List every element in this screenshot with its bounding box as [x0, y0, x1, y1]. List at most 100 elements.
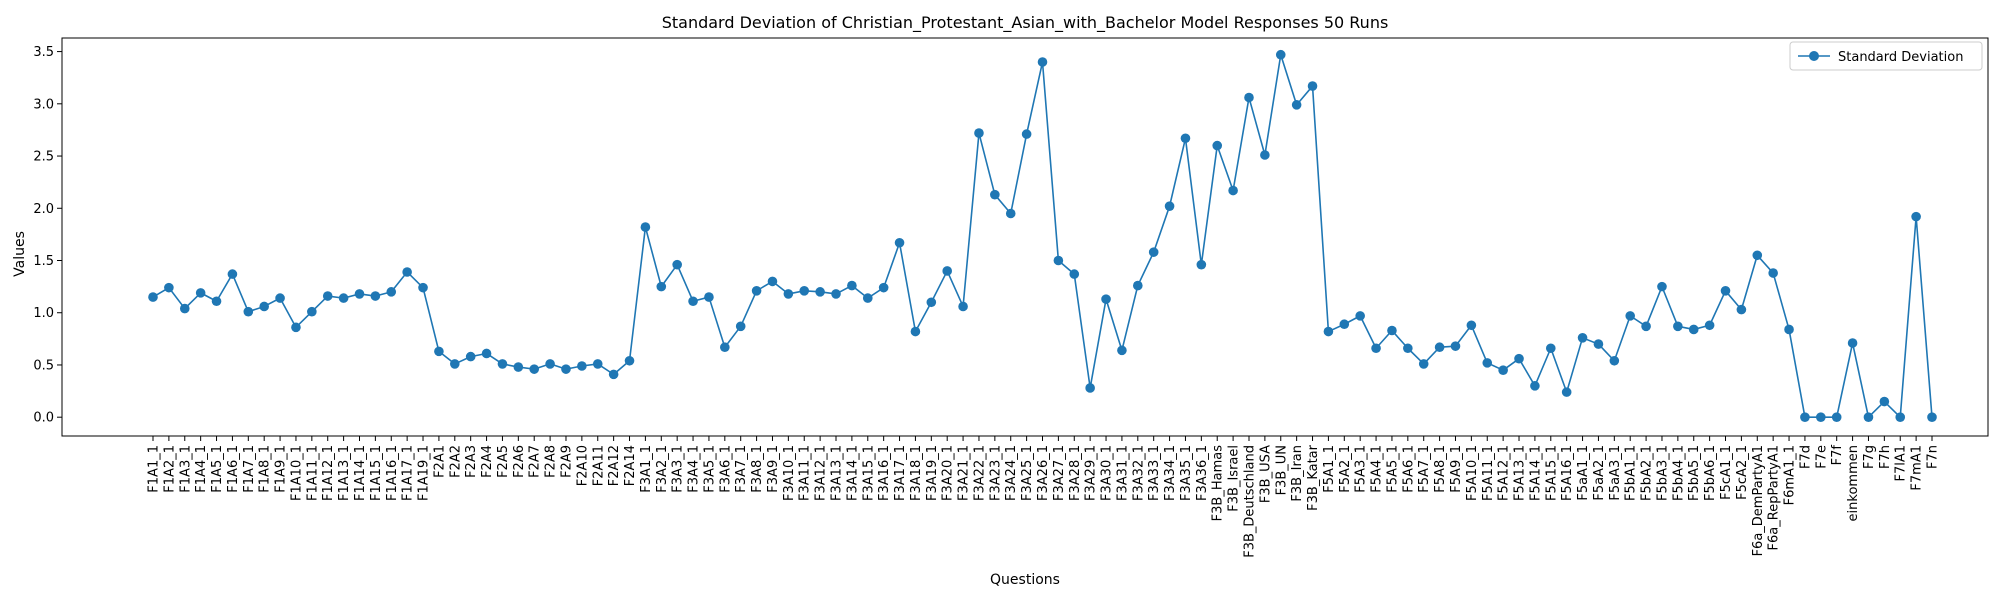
- data-point: [1387, 325, 1397, 336]
- data-point: [1895, 412, 1906, 422]
- data-point: [164, 282, 174, 293]
- y-tick-label: 0.5: [33, 358, 54, 373]
- data-point: [465, 351, 476, 362]
- data-point: [1212, 140, 1223, 151]
- x-tick-label: F3A25_1: [1020, 445, 1035, 501]
- data-point: [1117, 345, 1127, 356]
- data-point: [1005, 208, 1016, 219]
- data-point: [1498, 365, 1508, 375]
- data-point: [1657, 281, 1667, 292]
- data-point: [370, 291, 381, 301]
- x-tick-label: F3A18_1: [909, 445, 924, 501]
- x-tick-label: F2A10: [575, 445, 590, 486]
- data-point: [1228, 185, 1238, 196]
- data-point: [1450, 341, 1461, 351]
- data-point: [1927, 412, 1937, 422]
- x-tick-label: F3A22_1: [972, 445, 987, 501]
- data-point: [958, 301, 968, 312]
- x-tick-label: F1A3_1: [178, 445, 193, 493]
- x-tick-label: F5A1_1: [1322, 445, 1337, 493]
- x-tick-label: F5A5_1: [1385, 445, 1400, 493]
- x-tick-label: F3A6_1: [718, 445, 733, 493]
- data-point: [751, 285, 762, 296]
- data-point: [513, 362, 524, 372]
- x-tick-label: F3A21_1: [957, 445, 972, 501]
- data-point: [1434, 342, 1445, 353]
- x-tick-label: F3A30_1: [1100, 445, 1115, 501]
- x-tick-label: F3A3_1: [671, 445, 686, 493]
- data-point: [1482, 358, 1493, 368]
- legend-box: [1789, 41, 1983, 71]
- data-point: [148, 292, 158, 302]
- x-tick-label: F5bA3_1: [1655, 445, 1670, 501]
- x-tick-label: F5bA1_1: [1624, 445, 1639, 501]
- data-point: [1069, 269, 1080, 279]
- data-point: [1244, 92, 1254, 103]
- x-tick-label: F2A6: [512, 445, 527, 478]
- data-point: [577, 361, 587, 371]
- x-tick-label: F7d: [1798, 445, 1813, 469]
- data-point: [1800, 412, 1810, 422]
- data-point: [1196, 259, 1207, 270]
- x-tick-label: F3A34_1: [1163, 445, 1178, 501]
- x-tick-label: F1A13_1: [337, 445, 352, 501]
- y-tick-label: 0.0: [33, 411, 54, 426]
- chart-title: Standard Deviation of Christian_Protesta…: [662, 13, 1389, 33]
- data-point: [1307, 81, 1318, 91]
- x-tick-label: F1A9_1: [274, 445, 289, 493]
- data-point: [720, 342, 730, 353]
- y-tick-label: 3.0: [33, 97, 54, 112]
- data-point: [307, 306, 317, 317]
- data-point: [847, 280, 857, 291]
- x-tick-label: F1A12_1: [321, 445, 336, 501]
- x-tick-label: F1A6_1: [226, 445, 241, 493]
- x-tick-label: F7lA1: [1894, 445, 1909, 482]
- x-tick-label: F2A5: [496, 445, 511, 478]
- x-tick-label: F7mA1: [1910, 445, 1925, 491]
- x-tick-label: F5bA4_1: [1671, 445, 1686, 501]
- data-point: [211, 296, 222, 307]
- x-axis-title: Questions: [990, 572, 1060, 588]
- x-tick-label: F3A20_1: [941, 445, 956, 501]
- legend-label: Standard Deviation: [1838, 50, 1963, 65]
- data-point: [735, 321, 746, 332]
- x-tick-label: F1A4_1: [194, 445, 209, 493]
- data-point: [1911, 211, 1921, 222]
- data-point: [561, 364, 571, 374]
- x-tick-label: F1A7_1: [242, 445, 257, 493]
- data-point: [815, 287, 825, 297]
- x-tick-label: F3A31_1: [1115, 445, 1130, 501]
- data-point: [688, 296, 698, 307]
- x-tick-label: F1A15_1: [369, 445, 384, 501]
- data-point: [1403, 343, 1413, 354]
- data-point: [1752, 250, 1763, 261]
- data-point: [592, 359, 603, 369]
- x-tick-label: F2A3: [464, 445, 479, 478]
- x-tick-label: F5A11_1: [1481, 445, 1496, 501]
- legend: Standard Deviation: [1789, 41, 1983, 71]
- data-point: [322, 291, 333, 301]
- x-tick-label: F7h: [1878, 445, 1893, 469]
- data-point: [910, 326, 921, 337]
- y-tick-label: 2.5: [33, 150, 54, 165]
- x-tick-label: F3A28_1: [1068, 445, 1083, 501]
- x-tick-label: F3A13_1: [830, 445, 845, 501]
- x-tick-label: F5A14_1: [1528, 445, 1543, 501]
- x-tick-label: F3A23_1: [988, 445, 1003, 501]
- data-point: [704, 292, 714, 302]
- data-point: [1323, 326, 1334, 337]
- data-point: [291, 322, 301, 333]
- data-point: [1085, 383, 1095, 393]
- x-tick-label: F5A8_1: [1433, 445, 1448, 493]
- x-tick-label: F1A1_1: [147, 445, 162, 493]
- x-tick-label: F3A2_1: [655, 445, 670, 493]
- data-point: [831, 289, 841, 299]
- data-point: [878, 282, 889, 293]
- y-axis: 0.0 0.5 1.0 1.5 2.0 2.5 3.0 3.5: [33, 45, 62, 426]
- data-point: [386, 287, 397, 297]
- data-point: [767, 276, 778, 287]
- data-point: [1291, 100, 1302, 110]
- x-tick-label: F3A12_1: [814, 445, 829, 501]
- x-tick-label: F5bA6_1: [1703, 445, 1718, 501]
